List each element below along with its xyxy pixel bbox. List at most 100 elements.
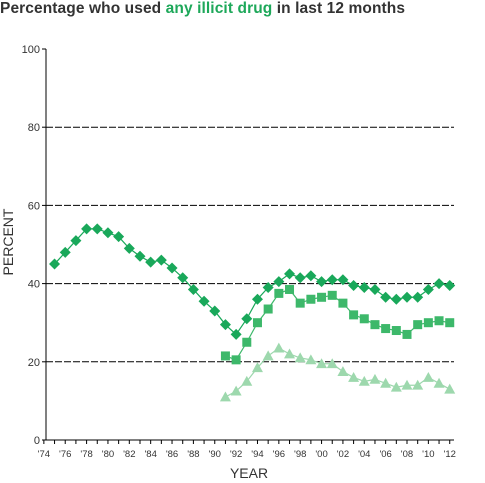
diamond-marker-1981 [113, 231, 125, 243]
x-tick-label-1974: '74 [38, 449, 50, 460]
diamond-marker-1983 [134, 250, 146, 262]
x-tick-label-2004: '04 [358, 449, 370, 460]
y-tick-label-60: 60 [28, 200, 40, 212]
y-tick-label-0: 0 [34, 435, 40, 447]
grid-layer [46, 126, 454, 363]
diamond-marker-2004 [358, 282, 370, 294]
triangle-marker-1993 [241, 375, 253, 386]
triangle-marker-2000 [316, 358, 328, 369]
x-tick-label-2012: '12 [444, 449, 456, 460]
square-marker-2006 [381, 324, 391, 334]
square-marker-1995 [263, 304, 273, 314]
x-tick-label-1990: '90 [209, 449, 221, 460]
diamond-marker-1979 [91, 223, 103, 235]
diamond-marker-2006 [380, 291, 392, 303]
diamond-marker-2009 [412, 291, 424, 303]
diamond-marker-2005 [369, 283, 381, 295]
diamond-marker-1975 [49, 258, 61, 270]
x-tick-label-2008: '08 [401, 449, 413, 460]
triangle-marker-2008 [401, 379, 413, 390]
title-suffix: in last 12 months [272, 0, 406, 17]
square-marker-2008 [402, 329, 412, 339]
x-tick-label-1996: '96 [273, 449, 285, 460]
diamond-marker-1991 [219, 319, 231, 331]
diamond-marker-1987 [177, 272, 189, 284]
diamond-marker-2010 [422, 283, 434, 295]
diamond-marker-1996 [273, 276, 285, 288]
triangle-marker-1997 [284, 348, 296, 359]
square-marker-1994 [252, 318, 262, 328]
x-tick-label-2002: '02 [337, 449, 349, 460]
series-diamond [49, 223, 456, 340]
square-marker-2011 [434, 316, 444, 326]
x-tick-label-1988: '88 [187, 449, 199, 460]
triangle-marker-2007 [390, 381, 402, 392]
diamond-marker-1997 [284, 268, 296, 280]
axis-layer: 0 20 40 60 80 100 '74 '76 '78 '80 '82 '84 '86 '88 '90 '… [22, 44, 456, 460]
y-tick-label-100: 100 [22, 44, 40, 56]
diamond-marker-2011 [433, 278, 445, 290]
triangle-marker-2002 [337, 366, 349, 376]
diamond-marker-1994 [251, 293, 263, 305]
x-tick-label-1984: '84 [144, 449, 156, 460]
diamond-marker-1999 [305, 270, 317, 282]
diamond-marker-1986 [166, 262, 178, 274]
x-tick-label-1994: '94 [251, 449, 263, 460]
diamond-marker-2012 [444, 280, 456, 292]
diamond-marker-2001 [326, 274, 338, 286]
triangle-marker-2001 [326, 358, 338, 369]
triangle-marker-1992 [230, 385, 242, 396]
square-marker-2003 [349, 310, 359, 320]
diamond-marker-2002 [337, 274, 349, 286]
diamond-marker-1998 [294, 272, 306, 284]
diamond-marker-1980 [102, 227, 114, 239]
square-marker-1999 [306, 294, 316, 304]
diamond-marker-2003 [348, 280, 360, 292]
diamond-marker-1990 [209, 305, 221, 317]
series-line-diamond [54, 228, 450, 336]
square-marker-2007 [391, 326, 401, 336]
triangle-marker-2009 [412, 379, 424, 390]
square-marker-2009 [413, 320, 423, 330]
triangle-marker-1996 [273, 342, 285, 353]
square-marker-2005 [370, 320, 380, 330]
triangle-marker-2005 [369, 373, 381, 384]
square-marker-2000 [317, 292, 327, 302]
x-tick-label-1980: '80 [102, 449, 114, 460]
diamond-marker-2008 [401, 291, 413, 303]
square-marker-1997 [285, 284, 295, 294]
triangle-marker-2004 [358, 375, 370, 386]
diamond-marker-2007 [390, 293, 402, 305]
y-axis-label: PERCENT [0, 208, 16, 275]
diamond-marker-1989 [198, 295, 210, 307]
series-line-square [225, 288, 450, 361]
triangle-marker-1994 [251, 362, 263, 373]
diamond-marker-2000 [316, 276, 328, 288]
series-line-triangle [225, 347, 451, 398]
series-square [220, 284, 455, 365]
x-tick-label-1998: '98 [294, 449, 306, 460]
triangle-marker-1991 [219, 391, 231, 402]
title-prefix: Percentage who used [0, 0, 166, 17]
triangle-marker-1998 [294, 352, 306, 363]
x-axis-label: YEAR [230, 465, 268, 481]
triangle-marker-2011 [433, 377, 445, 388]
diamond-marker-1976 [59, 246, 71, 258]
triangle-marker-2003 [348, 371, 360, 382]
x-tick-label-1986: '86 [166, 449, 178, 460]
triangle-marker-2006 [380, 377, 392, 388]
square-marker-2001 [327, 290, 337, 300]
series-layer [49, 223, 456, 402]
diamond-marker-1978 [81, 223, 93, 235]
series-triangle [219, 342, 456, 402]
x-tick-label-1978: '78 [80, 449, 92, 460]
square-marker-1991 [220, 351, 230, 361]
diamond-marker-1977 [70, 235, 82, 247]
square-marker-1996 [274, 288, 284, 298]
x-tick-label-2000: '00 [315, 449, 327, 460]
diamond-marker-1995 [262, 282, 274, 294]
diamond-marker-1988 [187, 283, 199, 295]
y-tick-label-80: 80 [28, 122, 40, 134]
square-marker-1993 [242, 337, 252, 347]
